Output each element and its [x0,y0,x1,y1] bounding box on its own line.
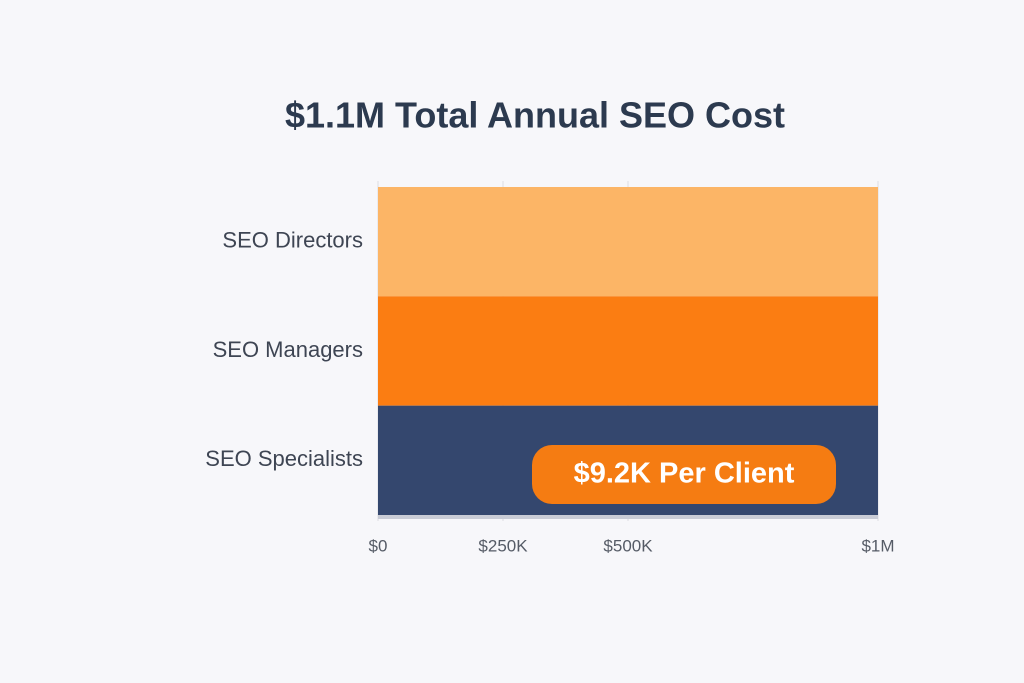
bar [378,296,878,406]
x-tick-label: $0 [369,536,388,555]
y-tick-label: SEO Directors [222,227,363,252]
y-tick-label: SEO Specialists [205,446,363,471]
x-tick-label: $1M [861,536,894,555]
x-tick-label: $250K [478,536,528,555]
annotation-box [532,445,836,504]
chart-title: $1.1M Total Annual SEO Cost [285,95,785,136]
annotation: $9.2K Per Client [574,458,795,490]
y-tick-label: SEO Managers [213,337,363,362]
bar [378,187,878,297]
x-tick-label: $500K [603,536,653,555]
